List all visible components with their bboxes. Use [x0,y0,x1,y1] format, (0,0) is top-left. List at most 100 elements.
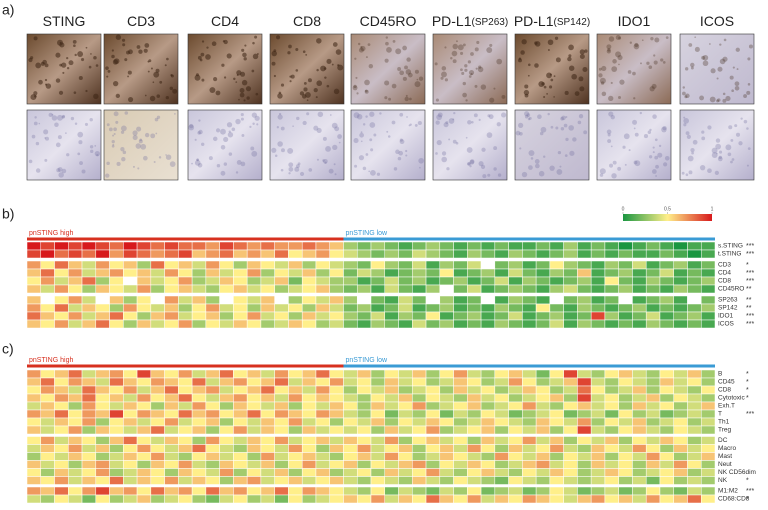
heatmap-cell [673,249,688,259]
ihc-texture [547,39,554,46]
ihc-texture [682,86,686,89]
heatmap-cell [26,444,42,453]
ihc-texture [94,151,100,157]
heatmap-cell [123,295,138,305]
heatmap-cell [700,268,716,278]
ihc-texture [539,131,544,136]
heatmap-cell [191,385,207,395]
ihc-texture [144,43,150,48]
heatmap-cell [205,417,220,427]
ihc-texture [462,43,466,47]
heatmap-cell [604,417,619,427]
ihc-texture [478,118,481,121]
ihc-texture [74,53,77,57]
heatmap-cell [549,303,564,313]
ihc-texture [684,95,688,99]
heatmap-cell [590,241,606,251]
heatmap-cell [563,284,578,294]
heatmap-cell [150,249,165,259]
ihc-texture [144,132,150,138]
ihc-texture [608,111,614,117]
ihc-texture [296,164,300,169]
heatmap-cell [301,436,317,445]
ihc-texture [355,76,358,79]
ihc-texture [271,50,277,57]
row-label: ICOS [718,321,735,328]
significance: *** [746,243,754,250]
heatmap-cell [178,444,193,453]
heatmap-cell [659,249,674,259]
heatmap-cell [288,476,303,485]
heatmap-cell [178,369,193,379]
heatmap-cell [288,377,303,387]
ihc-texture [332,42,338,47]
ihc-texture [717,156,723,162]
ihc-texture [722,98,727,103]
heatmap-cell [356,401,372,411]
heatmap-cell [590,284,606,294]
ihc-texture [701,130,705,134]
ihc-texture [215,128,221,133]
heatmap-cell [191,486,207,496]
ihc-texture [524,111,530,117]
heatmap-cell [123,409,138,419]
heatmap-cell [467,401,482,411]
ihc-texture [643,134,649,139]
heatmap-cell [467,476,482,485]
heatmap-cell [109,260,124,270]
heatmap-cell [315,249,330,259]
heatmap-cell [590,303,606,313]
ihc-texture [74,122,78,126]
ihc-texture [501,112,507,118]
heatmap-cell [191,311,207,321]
ihc-texture [137,167,140,170]
ihc-texture [241,79,248,86]
ihc-image [596,33,672,105]
heatmap-cell [687,425,702,435]
heatmap-cell [288,486,303,496]
heatmap-cell [260,385,275,395]
heatmap-cell [549,393,564,403]
heatmap-cell [453,260,468,270]
heatmap-cell [508,425,523,435]
ihc-texture [120,125,127,132]
heatmap-cell [356,409,372,419]
heatmap-cell [604,452,619,461]
heatmap-cell [590,460,606,469]
heatmap-cell [480,303,496,313]
heatmap-cell [453,417,468,427]
ihc-texture [155,68,160,73]
ihc-texture [241,134,245,137]
ihc-texture [77,152,81,156]
ihc-texture [634,42,639,48]
heatmap-cell [178,295,193,305]
heatmap-cell [494,409,509,419]
ihc-texture [470,52,474,56]
ihc-texture [360,46,363,49]
heatmap-cell [40,460,55,469]
heatmap-cell [68,385,83,395]
heatmap-cell [412,284,427,294]
heatmap-cell [343,460,358,469]
ihc-texture [646,61,650,65]
ihc-texture [547,112,550,116]
heatmap-cell [439,303,454,313]
heatmap-cell [109,425,124,435]
heatmap-cell [136,249,152,259]
heatmap-cell [604,401,619,411]
ihc-texture [106,75,109,78]
row-label: CD8 [718,278,731,285]
heatmap-cell [288,284,303,294]
heatmap-cell [673,284,688,294]
heatmap-cell [412,303,427,313]
heatmap-cell [123,284,138,294]
heatmap-cell [590,260,606,270]
heatmap-cell [604,436,619,445]
heatmap-cell [673,452,688,461]
ihc-texture [550,78,554,82]
panel-label: a) [2,2,14,18]
heatmap-cell [549,268,564,278]
ihc-texture [471,120,474,124]
ihc-texture [365,56,368,59]
heatmap-cell [370,241,386,251]
